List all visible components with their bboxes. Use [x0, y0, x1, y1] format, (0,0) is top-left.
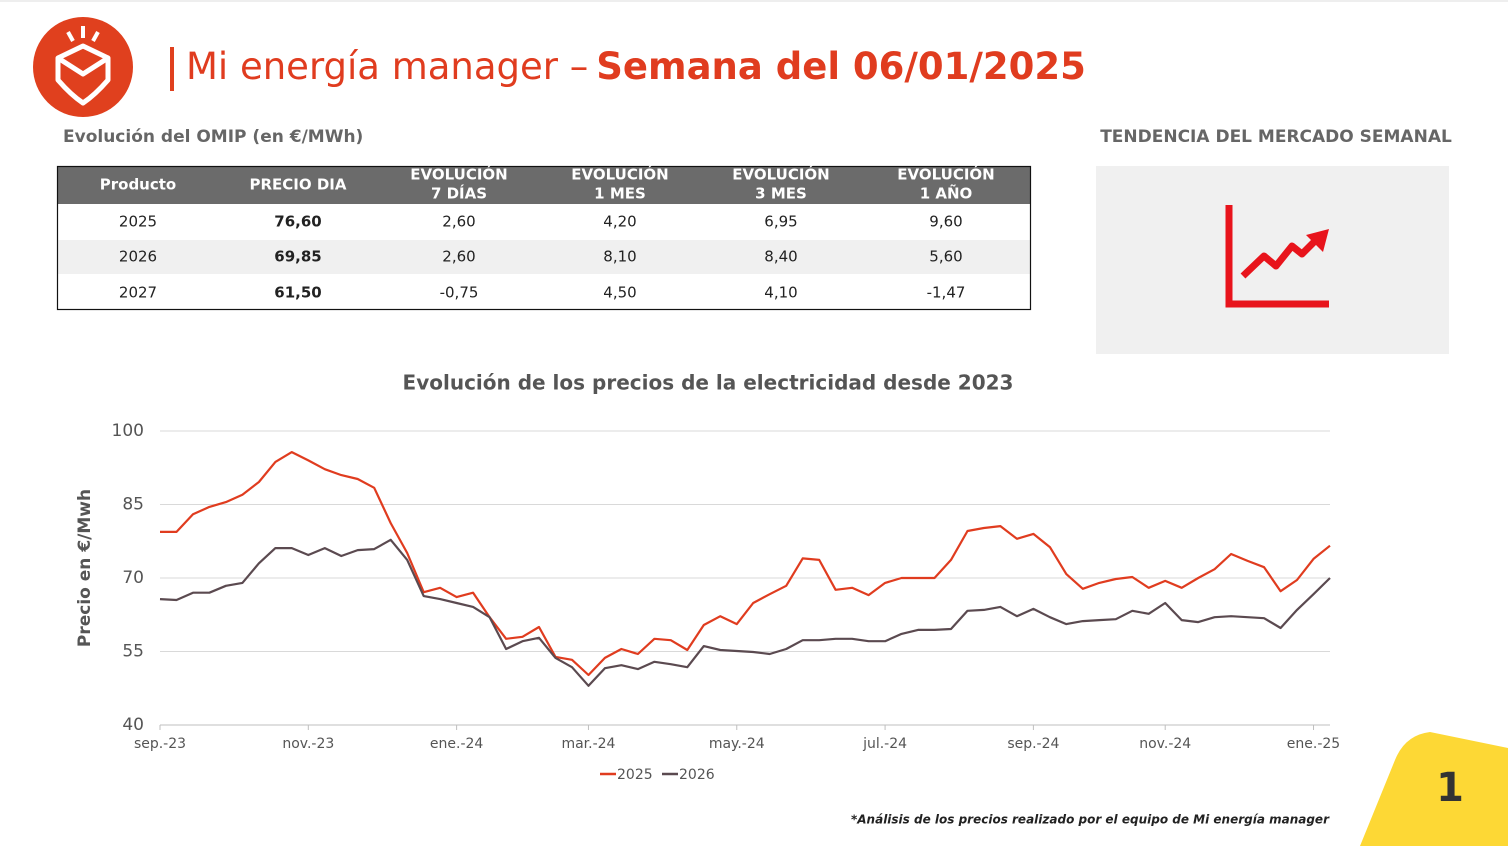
table-cell: 4,50 [603, 284, 636, 302]
x-tick-label: mar.-24 [561, 736, 615, 752]
table-cell: 8,40 [764, 248, 797, 266]
x-tick-label: sep.-23 [134, 736, 186, 752]
table-cell: 76,60 [274, 213, 321, 231]
column-header: EVOLUCIÓN [410, 165, 507, 184]
table-header-bg [57, 166, 1031, 204]
title-bar [170, 47, 174, 91]
trend-title: TENDENCIA DEL MERCADO SEMANAL [1100, 127, 1452, 147]
chart-title: Evolución de los precios de la electrici… [403, 371, 1014, 395]
title-bold: Semana del 06/01/2025 [596, 45, 1086, 88]
table-border [56, 165, 1032, 311]
corner-shape [1360, 732, 1508, 846]
table-cell: 4,10 [764, 284, 797, 302]
column-header: 7 DÍAS [431, 184, 487, 203]
table-row-bg [57, 240, 1031, 274]
y-tick-label: 55 [122, 642, 144, 662]
table-cell: 2026 [119, 248, 157, 266]
line-series [160, 451, 1331, 677]
y-tick-label: 85 [122, 495, 144, 515]
column-header: EVOLUCIÓN [732, 165, 829, 184]
table-cell: 61,50 [274, 284, 321, 302]
legend-label: 2026 [679, 767, 715, 783]
table-cell: 5,60 [929, 248, 962, 266]
table-cell: 4,20 [603, 213, 636, 231]
logo [33, 17, 133, 117]
column-header: 3 MES [755, 185, 807, 203]
table-cell: -1,47 [927, 284, 966, 302]
column-header: Producto [100, 176, 176, 194]
table-cell: 2025 [119, 213, 157, 231]
x-tick-label: may.-24 [709, 736, 765, 752]
page-number: 1 [1436, 765, 1464, 811]
table-cell: 2,60 [442, 248, 475, 266]
column-header: 1 MES [594, 185, 646, 203]
page-title: Mi energía manager – Semana del 06/01/202… [186, 45, 1086, 88]
table-cell: -0,75 [440, 284, 479, 302]
table-cell: 2,60 [442, 213, 475, 231]
column-header: 1 AÑO [920, 184, 973, 203]
table-cell: 2027 [119, 284, 157, 302]
trend-icon [1225, 205, 1329, 308]
x-tick-label: ene.-24 [430, 736, 484, 752]
y-tick-label: 70 [122, 568, 144, 588]
footnote: *Análisis de los precios realizado por e… [851, 813, 1330, 827]
title-light: Mi energía manager – [186, 45, 588, 88]
x-tick-label: nov.-24 [1139, 736, 1191, 752]
column-header: EVOLUCIÓN [571, 165, 668, 184]
table-cell: 8,10 [603, 248, 636, 266]
line-series [159, 538, 1331, 687]
top-border [0, 0, 1508, 2]
column-header: EVOLUCIÓN [897, 165, 994, 184]
y-tick-label: 40 [122, 715, 144, 735]
x-tick-label: jul.-24 [862, 736, 907, 752]
table-cell: 9,60 [929, 213, 962, 231]
y-tick-label: 100 [112, 421, 144, 441]
table-cell: 69,85 [274, 248, 321, 266]
column-header: PRECIO DIA [250, 176, 347, 194]
table-cell: 6,95 [764, 213, 797, 231]
legend-label: 2025 [617, 767, 653, 783]
x-tick-label: nov.-23 [282, 736, 334, 752]
x-tick-label: ene.-25 [1287, 736, 1340, 752]
y-axis-label: Precio en €/Mwh [75, 489, 95, 647]
x-tick-label: sep.-24 [1007, 736, 1059, 752]
table-title: Evolución del OMIP (en €/MWh) [63, 127, 363, 147]
